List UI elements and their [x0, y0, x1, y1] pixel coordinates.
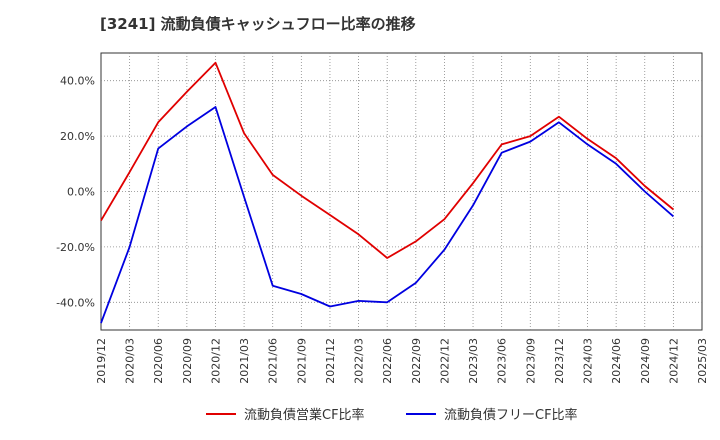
y-tick-label: 40.0%: [60, 75, 95, 88]
x-axis: 2019/12 2020/03 2020/06 2020/09 2020/12 2021/…: [95, 338, 709, 384]
y-axis: 40.0% 20.0% 0.0% -20.0% -40.0%: [56, 75, 95, 310]
x-tick-label: 2020/12: [209, 338, 222, 384]
x-tick-label: 2020/03: [124, 338, 137, 384]
x-tick-label: 2022/06: [381, 338, 394, 384]
series-line-2: [100, 106, 674, 324]
x-tick-label: 2023/06: [496, 338, 509, 384]
x-tick-label: 2019/12: [95, 338, 108, 384]
x-tick-label: 2023/12: [553, 338, 566, 384]
x-tick-label: 2020/09: [181, 338, 194, 384]
legend-label-2: 流動負債フリーCF比率: [444, 407, 578, 423]
x-tick-label: 2021/06: [267, 338, 280, 384]
x-tick-label: 2023/09: [524, 338, 537, 384]
x-tick-label: 2021/03: [238, 338, 251, 384]
x-tick-label: 2022/09: [410, 338, 423, 384]
x-tick-label: 2022/03: [353, 338, 366, 384]
x-tick-label: 2021/12: [324, 338, 337, 384]
x-tick-label: 2023/03: [467, 338, 480, 384]
x-tick-label: 2020/06: [152, 338, 165, 384]
x-tick-label: 2024/06: [610, 338, 623, 384]
x-tick-label: 2025/03: [696, 338, 709, 384]
y-tick-label: 20.0%: [60, 130, 95, 143]
series-group: [100, 61, 674, 324]
chart-title: [3241] 流動負債キャッシュフロー比率の推移: [100, 15, 416, 33]
y-tick-label: -40.0%: [56, 296, 95, 309]
grid: [101, 53, 702, 330]
y-tick-label: -20.0%: [56, 241, 95, 254]
series-line-1: [100, 61, 674, 259]
x-tick-label: 2024/03: [582, 338, 595, 384]
legend: 流動負債営業CF比率 流動負債フリーCF比率: [206, 407, 578, 423]
x-tick-label: 2021/09: [295, 338, 308, 384]
x-tick-label: 2022/12: [438, 338, 451, 384]
x-tick-label: 2024/12: [667, 338, 680, 384]
y-tick-label: 0.0%: [67, 186, 95, 199]
x-tick-label: 2024/09: [639, 338, 652, 384]
legend-label-1: 流動負債営業CF比率: [244, 407, 365, 423]
